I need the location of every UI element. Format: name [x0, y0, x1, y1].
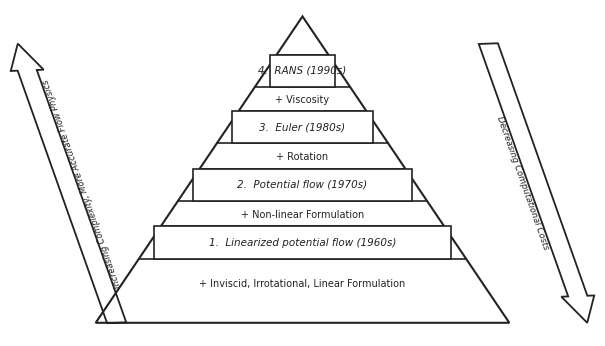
Polygon shape: [11, 44, 126, 323]
Text: 1.  Linearized potential flow (1960s): 1. Linearized potential flow (1960s): [209, 238, 396, 248]
Text: Decreasing Computational Costs: Decreasing Computational Costs: [495, 115, 551, 251]
Bar: [232, 111, 373, 143]
Text: Increasing Complexity, More Accurate Flow Physics: Increasing Complexity, More Accurate Flo…: [41, 78, 123, 289]
Text: + Rotation: + Rotation: [276, 152, 329, 162]
Text: 2.  Potential flow (1970s): 2. Potential flow (1970s): [237, 180, 368, 190]
Text: + Non-linear Formulation: + Non-linear Formulation: [241, 210, 364, 219]
Bar: [154, 226, 451, 259]
Text: 3.  Euler (1980s): 3. Euler (1980s): [260, 122, 345, 132]
Text: 4.  RANS (1990s): 4. RANS (1990s): [258, 66, 347, 76]
Polygon shape: [479, 43, 594, 323]
Bar: [192, 169, 413, 201]
Bar: [270, 55, 335, 87]
Text: + Inviscid, Irrotational, Linear Formulation: + Inviscid, Irrotational, Linear Formula…: [200, 279, 405, 289]
Text: + Viscosity: + Viscosity: [275, 95, 330, 105]
